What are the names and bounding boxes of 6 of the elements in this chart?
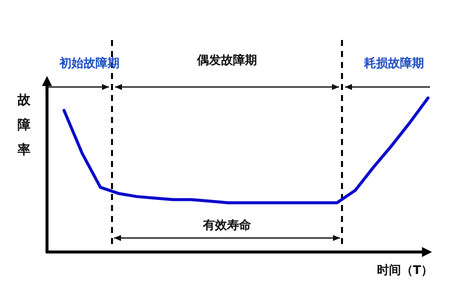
text: 偶发故障期: [196, 53, 257, 67]
text: 初始故障期: [58, 56, 120, 70]
annotation: 有效寿命: [202, 218, 252, 232]
y-axis-title: 故障率: [16, 93, 32, 158]
x-axis-title: 时间（T）: [376, 263, 434, 277]
text: 耗损故障期: [363, 56, 424, 70]
